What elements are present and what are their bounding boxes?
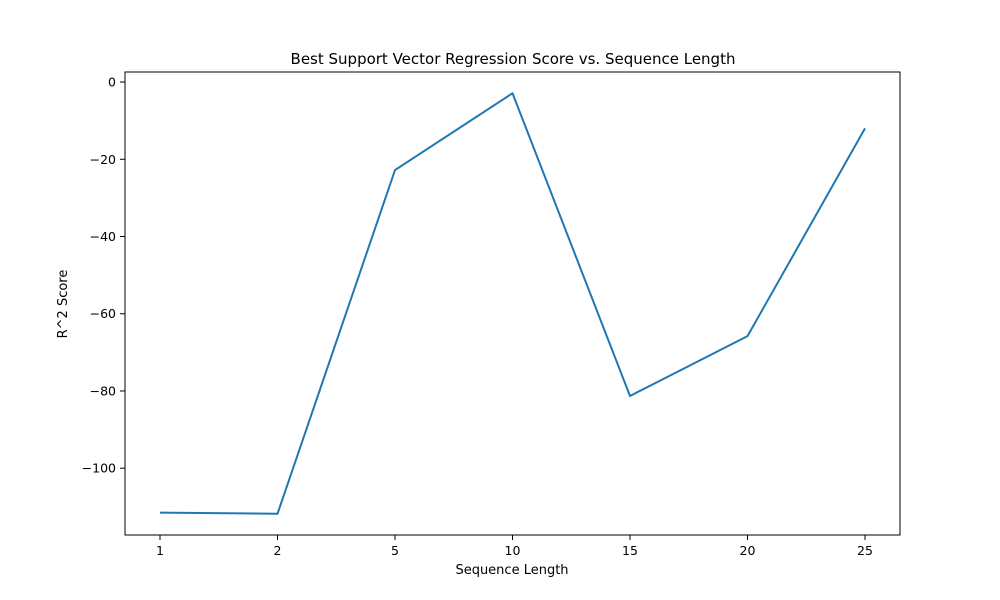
y-axis-label: R^2 Score — [56, 270, 71, 339]
x-tick-label: 15 — [622, 543, 638, 558]
chart-title: Best Support Vector Regression Score vs.… — [291, 50, 736, 68]
x-tick-label: 20 — [740, 543, 756, 558]
y-tick-label: −20 — [90, 152, 116, 167]
y-tick-label: 0 — [108, 75, 116, 90]
series-line-0 — [159, 92, 866, 515]
ticks: 1 2 5 10 15 20 250−20−40−60−80−100 — [82, 75, 873, 558]
x-tick-label: 2 — [274, 543, 282, 558]
y-tick-label: −40 — [90, 229, 116, 244]
x-tick-label: 1 — [156, 543, 164, 558]
x-tick-label: 10 — [505, 543, 521, 558]
y-tick-label: −100 — [82, 461, 116, 476]
x-axis-label: Sequence Length — [455, 563, 568, 578]
y-tick-label: −80 — [90, 383, 116, 398]
x-tick-label: 5 — [391, 543, 399, 558]
x-tick-label: 25 — [857, 543, 873, 558]
y-tick-label: −60 — [90, 306, 116, 321]
